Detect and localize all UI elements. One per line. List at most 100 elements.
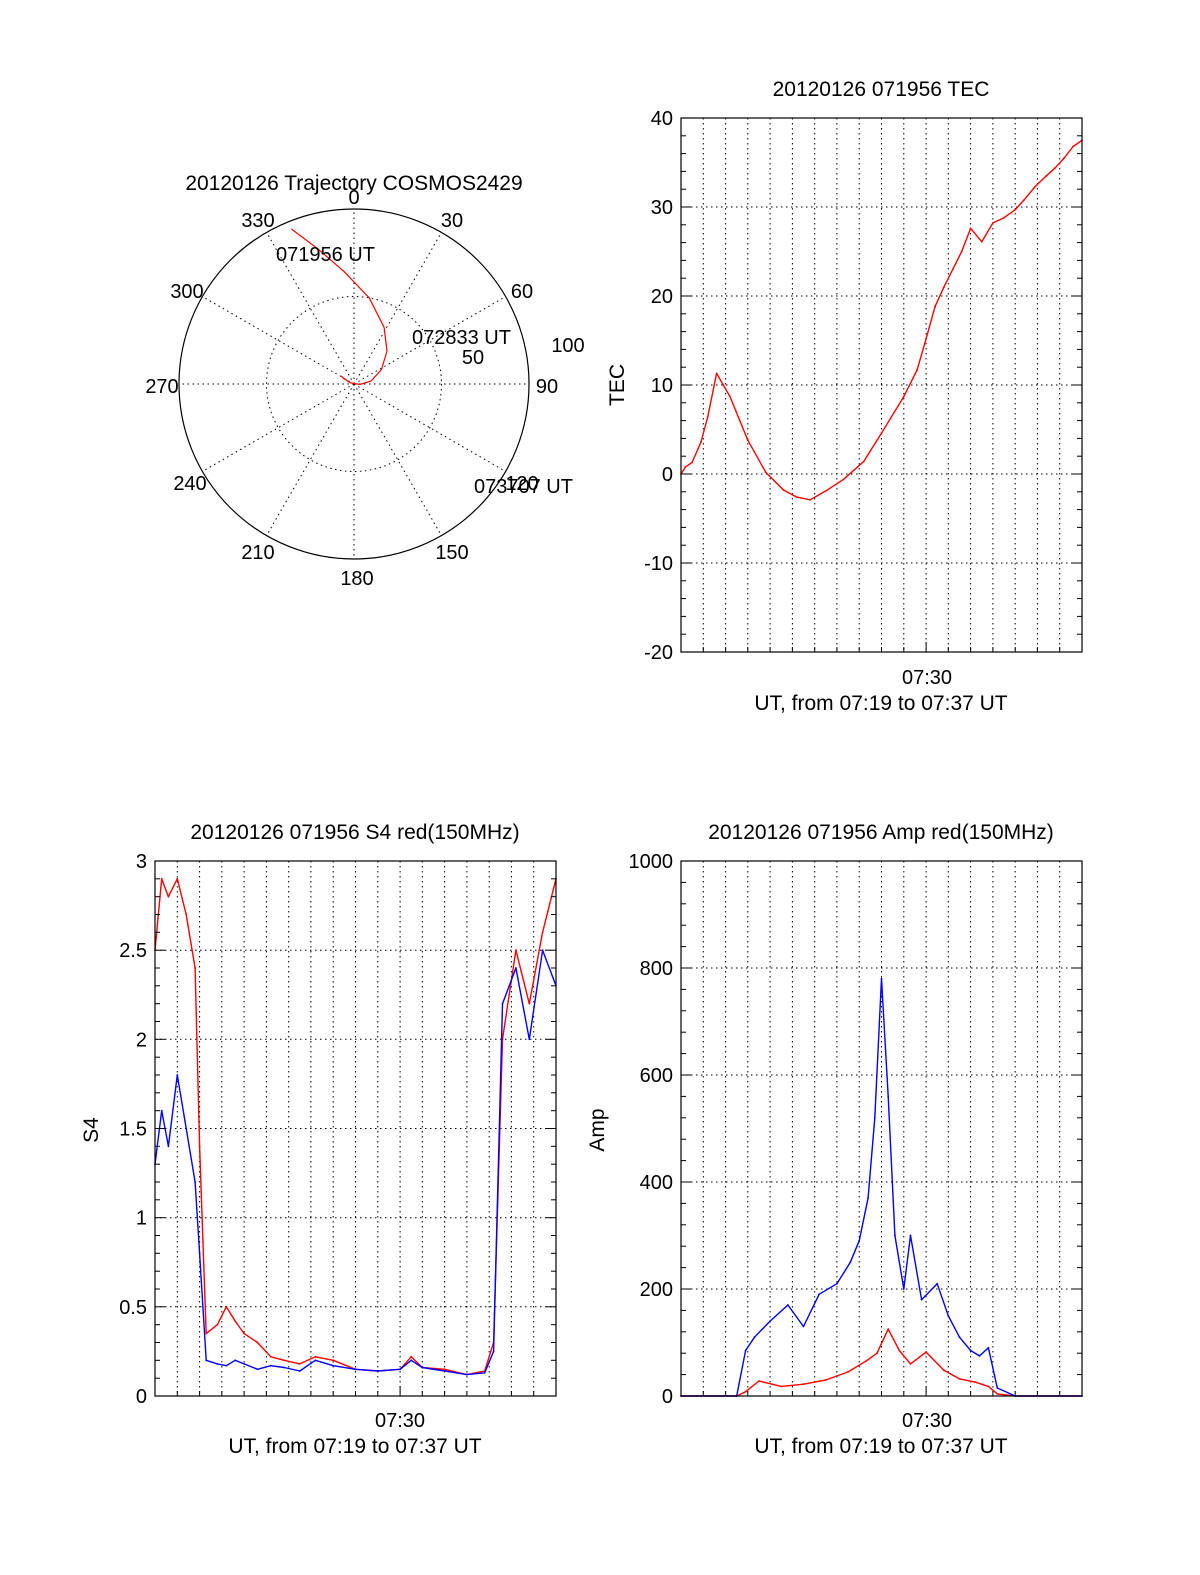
- data-point: [992, 222, 994, 224]
- data-point: [691, 461, 693, 464]
- data-point: [943, 286, 945, 288]
- series-line-blue: [154, 949, 557, 1376]
- data-point: [1054, 166, 1057, 169]
- polar-spoke-210: [266, 383, 355, 536]
- data-point: [842, 478, 845, 481]
- amp-title: 20120126 071956 Amp red(150MHz): [708, 821, 1054, 844]
- data-point: [729, 395, 731, 398]
- data-point: [176, 877, 179, 880]
- amp-y-ticks: 0 200 400 600 800 1000: [629, 851, 1082, 1408]
- data-point: [764, 471, 767, 474]
- data-point: [996, 1393, 999, 1395]
- polar-azimuth-labels: 0 30 60 90 120 150 180 210 240 270 300 3…: [145, 187, 558, 590]
- data-point: [858, 1239, 861, 1242]
- data-point: [769, 1320, 771, 1322]
- data-point: [916, 369, 918, 371]
- y-tick-label: 200: [640, 1279, 673, 1301]
- data-point: [1072, 145, 1074, 148]
- y-tick-label: 30: [651, 197, 673, 219]
- data-point: [887, 1095, 890, 1098]
- data-point: [867, 1197, 869, 1199]
- data-point: [1014, 208, 1017, 211]
- y-tick-label: 600: [640, 1065, 673, 1087]
- data-point: [205, 1359, 208, 1362]
- polar-inner-circle: [266, 296, 442, 472]
- data-point: [376, 1370, 379, 1372]
- trajectory-mid-label: 072833 UT: [412, 327, 511, 349]
- y-tick-label: 0: [136, 1386, 147, 1408]
- data-point: [243, 1363, 246, 1365]
- data-point: [298, 1370, 301, 1372]
- data-point: [824, 490, 827, 492]
- data-point: [909, 1363, 912, 1365]
- azimuth-label-30: 30: [441, 210, 463, 232]
- data-point: [501, 1002, 504, 1005]
- amp-plot-frame: [680, 860, 1083, 1397]
- polar-outer-circle: [178, 208, 530, 560]
- amp-series: [680, 977, 1083, 1397]
- data-point: [951, 268, 954, 271]
- y-tick-label: 3: [136, 851, 147, 873]
- data-point: [256, 1341, 259, 1344]
- y-tick-label: -20: [644, 642, 673, 664]
- data-point: [782, 489, 785, 491]
- azimuth-label-120: 120: [505, 473, 538, 495]
- data-point: [700, 441, 702, 443]
- s4-chart: 20120126 071956 S4 red(150MHz) 0 0.5 1 1.5 2…: [80, 821, 557, 1458]
- data-point: [969, 227, 972, 230]
- data-point: [225, 1364, 228, 1367]
- data-point: [243, 1332, 246, 1335]
- data-point: [528, 1038, 531, 1041]
- tec-chart: 20120126 071956 TEC -20 -10 0 10 20 30 40 07:3…: [606, 78, 1083, 715]
- y-tick-label: 0.5: [119, 1297, 147, 1319]
- data-point: [443, 1370, 446, 1372]
- y-tick-label: 2: [136, 1029, 147, 1051]
- azimuth-label-300: 300: [170, 281, 203, 303]
- data-point: [176, 1074, 179, 1076]
- tec-series: [680, 139, 1083, 501]
- data-point: [795, 496, 798, 498]
- azimuth-label-330: 330: [241, 210, 274, 232]
- data-point: [198, 1252, 201, 1255]
- s4-x-axis-label: UT, from 07:19 to 07:37 UT: [228, 1435, 481, 1458]
- data-point: [876, 1352, 878, 1355]
- data-point: [167, 1145, 170, 1148]
- series-line-blue: [681, 978, 1082, 1397]
- data-point: [443, 1368, 446, 1371]
- azimuth-label-240: 240: [173, 473, 206, 495]
- data-point: [314, 1355, 317, 1358]
- y-tick-label: 0: [662, 1386, 673, 1408]
- data-point: [934, 305, 936, 308]
- data-point: [753, 1336, 756, 1339]
- data-point: [744, 1390, 747, 1393]
- y-tick-label: 40: [651, 108, 673, 130]
- s4-title: 20120126 071956 S4 red(150MHz): [190, 821, 519, 844]
- data-point: [160, 1109, 163, 1112]
- data-point: [974, 1381, 976, 1383]
- data-point: [836, 1282, 838, 1285]
- azimuth-label-90: 90: [536, 376, 558, 398]
- tec-y-axis-label: TEC: [606, 364, 629, 406]
- data-point: [256, 1368, 259, 1371]
- data-point: [421, 1366, 424, 1369]
- azimuth-label-270: 270: [145, 376, 178, 398]
- y-tick-label: 800: [640, 958, 673, 980]
- data-point: [466, 1373, 468, 1376]
- data-point: [902, 1288, 905, 1290]
- data-point: [898, 1349, 901, 1352]
- radius-label-100: 100: [551, 335, 584, 357]
- data-point: [684, 466, 687, 468]
- data-point: [920, 1298, 923, 1301]
- radius-label-50: 50: [462, 347, 484, 369]
- data-point: [894, 1234, 896, 1237]
- data-point: [515, 967, 517, 969]
- data-point: [1023, 199, 1025, 201]
- data-point: [410, 1359, 413, 1362]
- series-line-red: [154, 878, 557, 1376]
- polar-trajectory-chart: 20120126 Trajectory COSMOS2429 0 30 60 9…: [145, 172, 584, 590]
- s4-series: [154, 877, 557, 1376]
- data-point: [234, 1320, 237, 1322]
- data-point: [987, 1385, 990, 1388]
- data-point: [936, 1282, 939, 1285]
